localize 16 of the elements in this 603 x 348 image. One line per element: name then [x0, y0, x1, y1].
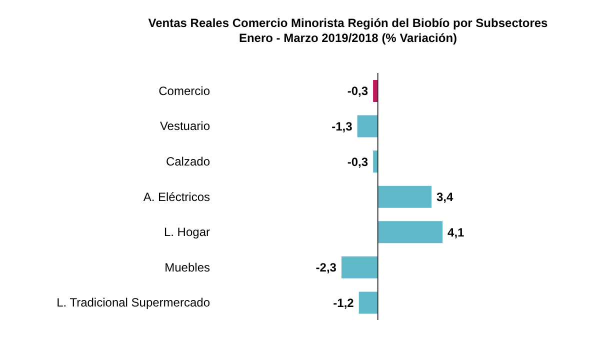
y-tick-label: Calzado: [166, 154, 210, 168]
chart-title: Ventas Reales Comercio Minorista Región del Biobío por Subsectores: [147, 16, 549, 31]
data-label: -2,3: [316, 260, 337, 275]
y-tick-label: Vestuario: [160, 119, 210, 134]
data-label: 3,4: [436, 190, 454, 204]
y-tick-label: Comercio: [158, 84, 210, 98]
data-label: -1,3: [332, 119, 353, 134]
data-label: 4,1: [448, 225, 465, 240]
y-tick-label: L. Tradicional Supermercado: [56, 296, 210, 310]
y-tick-label: Muebles: [164, 260, 210, 274]
chart-subtitle: Enero - Marzo 2019/2018 (% Variación): [238, 31, 458, 46]
data-label: -0,3: [347, 84, 368, 98]
y-tick-label: L. Hogar: [164, 225, 210, 240]
data-label: -1,2: [333, 296, 354, 310]
y-tick-label: A. Eléctricos: [143, 190, 210, 204]
data-label: -0,3: [347, 154, 368, 169]
